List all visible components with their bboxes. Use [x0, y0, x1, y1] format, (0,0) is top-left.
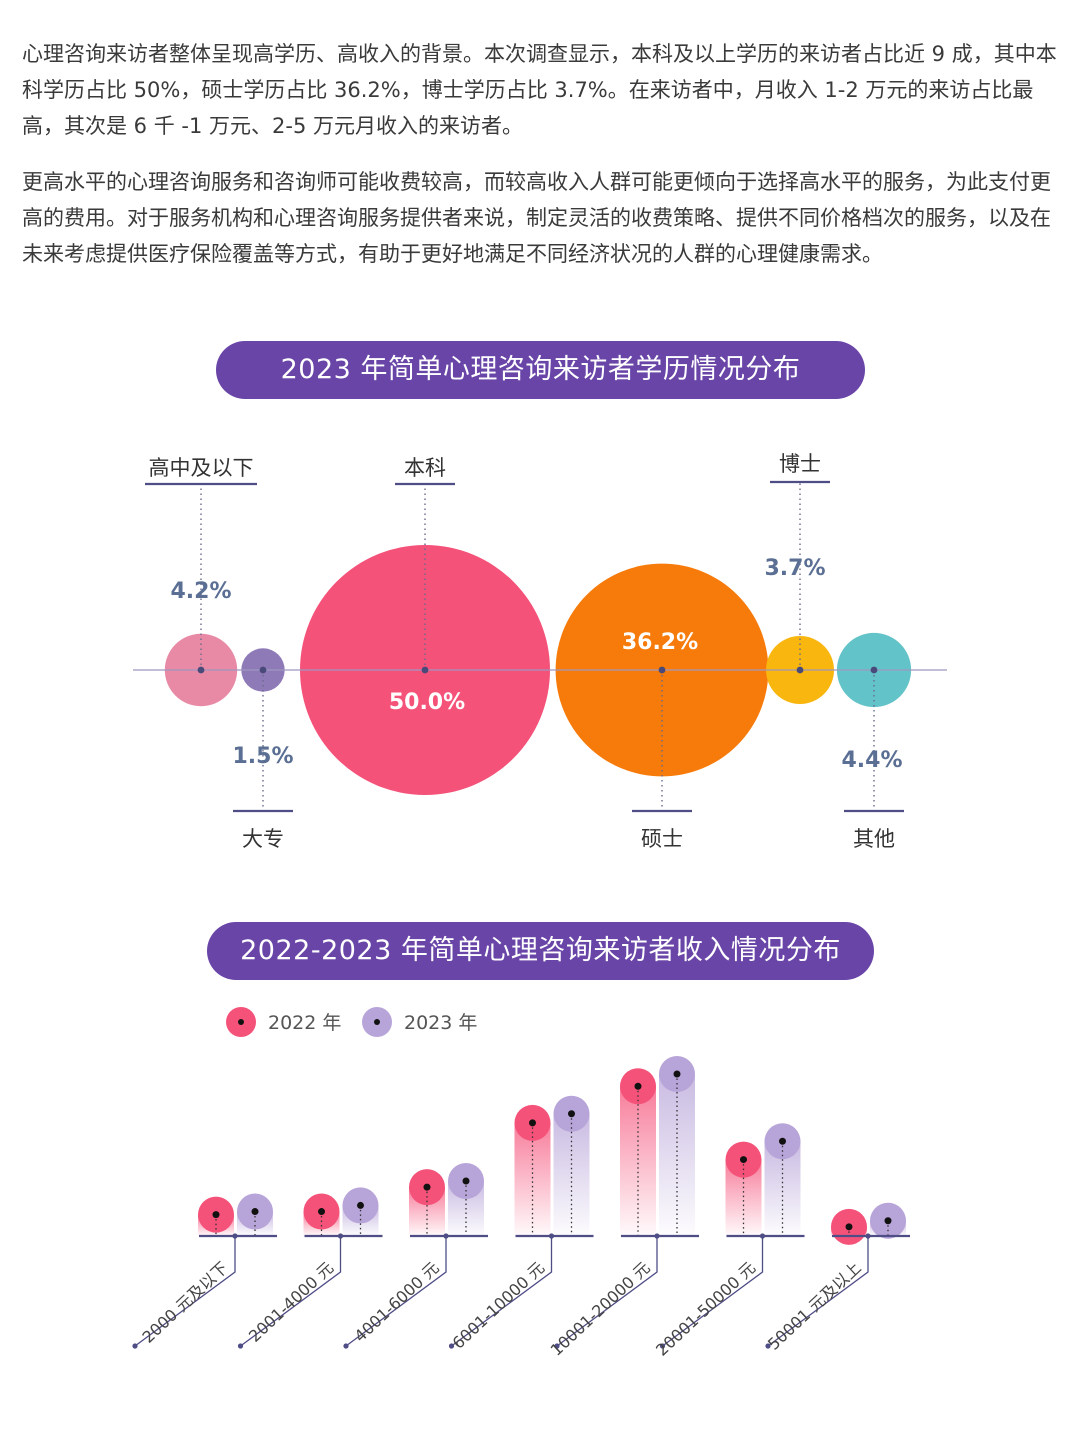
category-label-2: 本科	[404, 456, 446, 480]
category-label-5: 其他	[853, 827, 895, 851]
income-chart-title: 2022-2023 年简单心理咨询来访者收入情况分布	[207, 922, 874, 980]
category-label-0: 高中及以下	[149, 456, 254, 480]
intro-paragraph-1: 心理咨询来访者整体呈现高学历、高收入的背景。本次调查显示，本科及以上学历的来访者…	[22, 42, 1057, 138]
tick-connector-6	[767, 1236, 869, 1347]
tick-end-5	[659, 1343, 666, 1349]
legend-label-1: 2023 年	[404, 1012, 477, 1034]
education-chart-title: 2023 年简单心理咨询来访者学历情况分布	[216, 341, 865, 399]
bar-dot-1-4	[673, 1070, 681, 1078]
bubble-center-dot-3	[658, 666, 666, 674]
tick-label-5: 20001-50000 元	[652, 1258, 759, 1360]
tick-connector-3	[451, 1236, 553, 1347]
tick-end-0	[132, 1343, 138, 1349]
tick-connector-4	[556, 1236, 658, 1347]
bar-dot-0-2	[423, 1183, 431, 1191]
tick-end-6	[765, 1343, 771, 1349]
tick-end-1	[237, 1343, 244, 1349]
value-label-5: 4.4%	[841, 748, 902, 773]
intro-paragraph-2: 更高水平的心理咨询服务和咨询师可能收费较高，而较高收入人群可能更倾向于选择高水平…	[22, 170, 1051, 266]
category-label-3: 硕士	[641, 827, 683, 851]
tick-end-3	[448, 1343, 455, 1349]
bar-dot-0-0	[212, 1211, 220, 1219]
value-label-0: 4.2%	[170, 579, 231, 604]
bar-dot-0-3	[529, 1119, 536, 1127]
tick-label-3: 6001-10000 元	[449, 1258, 549, 1353]
bar-dot-0-5	[740, 1156, 747, 1164]
category-label-1: 大专	[242, 827, 284, 851]
bubble-center-dot-1	[259, 666, 267, 674]
tick-connector-0	[134, 1236, 236, 1347]
bar-dot-0-4	[634, 1082, 642, 1090]
bar-dot-0-6	[845, 1223, 853, 1231]
education-bubble-chart: 高中及以下 4.2% 大专 1.5% 本科 50.0% 硕士 36.2% 博士 3.7% 其他 4.4…	[133, 452, 947, 851]
bar-dot-1-1	[357, 1201, 364, 1209]
tick-connector-1	[240, 1236, 342, 1347]
value-label-1: 1.5%	[232, 744, 293, 769]
bar-1-3	[553, 1113, 590, 1236]
tick-end-4	[554, 1343, 560, 1349]
tick-label-1: 2001-4000 元	[245, 1258, 337, 1346]
bar-dot-1-6	[884, 1217, 892, 1225]
tick-connector-2	[345, 1236, 447, 1347]
bubble-center-dot-4	[796, 666, 804, 674]
bubble-center-dot-0	[197, 666, 205, 674]
value-label-4: 3.7%	[764, 556, 825, 581]
legend-marker-dot-1	[374, 1019, 380, 1025]
bar-dot-1-2	[462, 1177, 470, 1185]
legend-label-0: 2022 年	[268, 1012, 341, 1034]
bar-dot-1-5	[779, 1137, 786, 1145]
tick-end-2	[343, 1343, 349, 1349]
tick-label-0: 2000 元及以下	[138, 1258, 231, 1347]
tick-label-4: 10001-20000 元	[547, 1258, 654, 1360]
legend-marker-dot-0	[238, 1019, 244, 1025]
bar-dot-0-1	[318, 1208, 325, 1216]
bubble-center-dot-5	[870, 666, 878, 674]
bar-0-4	[620, 1086, 656, 1236]
tick-label-2: 4001-6000 元	[351, 1258, 443, 1346]
value-label-2: 50.0%	[389, 690, 465, 715]
tick-connector-5	[662, 1236, 764, 1347]
bar-dot-1-0	[251, 1208, 259, 1216]
bubble-center-dot-2	[421, 666, 429, 674]
bar-dot-1-3	[568, 1110, 575, 1118]
category-label-4: 博士	[779, 452, 821, 476]
value-label-3: 36.2%	[622, 630, 698, 655]
tick-label-6: 50001 元及以上	[764, 1258, 865, 1354]
